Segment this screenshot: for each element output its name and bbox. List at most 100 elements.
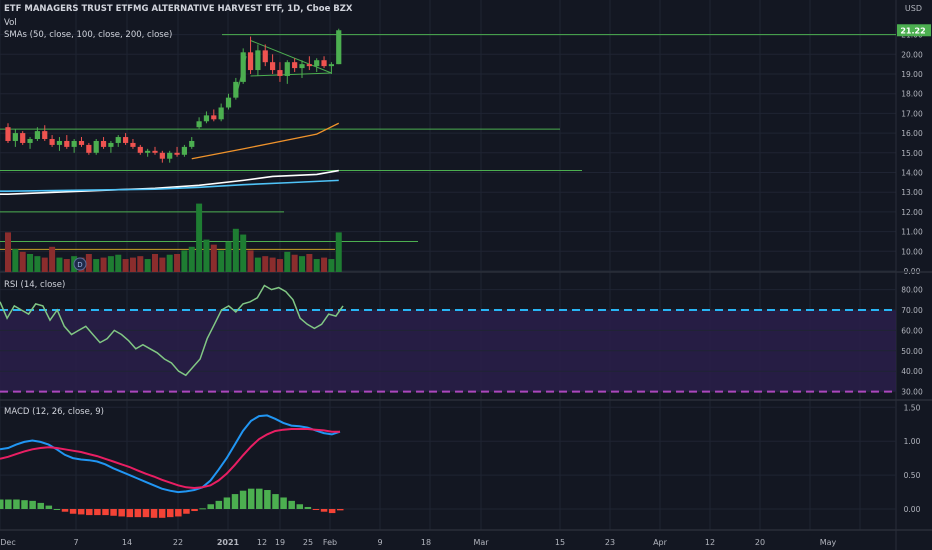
time-tick-label: 25: [303, 538, 313, 547]
volume-bar: [100, 257, 107, 272]
volume-bar: [276, 259, 283, 272]
time-tick-label: 14: [122, 538, 132, 547]
volume-bar: [34, 256, 41, 272]
candle-body: [78, 140, 85, 145]
macd-histogram-bar: [183, 509, 190, 514]
candle-body: [42, 131, 48, 140]
volume-bar: [284, 251, 291, 272]
volume-bar: [254, 257, 261, 272]
last-price-label: 21.22: [900, 26, 925, 35]
volume-legend: Vol: [4, 18, 17, 28]
candle-body: [34, 131, 40, 140]
price-tick-label: 16.00: [901, 129, 923, 138]
candle-body: [71, 140, 77, 147]
symbol-title: ETF MANAGERS TRUST ETFMG ALTERNATIVE HAR…: [4, 4, 353, 14]
candle-body: [292, 62, 298, 69]
price-tick-label: 18.00: [901, 90, 923, 99]
candle-body: [174, 152, 180, 155]
candle-body: [56, 140, 63, 145]
price-tick-label: 13.00: [901, 188, 923, 197]
candle-body: [100, 140, 107, 147]
macd-tick-label: 0.00: [904, 505, 921, 514]
volume-bar: [122, 259, 129, 272]
volume-bar: [291, 254, 298, 272]
macd-histogram-bar: [13, 499, 20, 509]
price-tick-label: 12.00: [901, 208, 923, 217]
macd-tick-label: 0.50: [904, 471, 921, 480]
macd-tick-label: 1.00: [904, 437, 921, 446]
macd-histogram-bar: [288, 500, 295, 509]
macd-line: [0, 414, 341, 494]
candle-body: [240, 52, 246, 82]
volume-bar: [328, 259, 335, 272]
volume-bar: [49, 246, 56, 272]
candle-body: [5, 127, 11, 141]
time-tick-label: 7: [73, 538, 78, 547]
volume-bar: [93, 259, 100, 272]
volume-bar: [85, 254, 92, 272]
macd-histogram-bar: [53, 509, 61, 510]
macd-histogram-bar: [158, 509, 166, 518]
price-tick-label: 10.00: [901, 247, 923, 256]
candle-body: [328, 64, 334, 67]
volume-bar: [144, 259, 151, 272]
volume-bar: [299, 256, 305, 272]
macd-histogram-bar: [86, 509, 93, 516]
rsi-legend: RSI (14, close): [4, 280, 66, 290]
volume-bar: [313, 259, 320, 272]
volume-bar: [247, 250, 254, 272]
macd-histogram-bar: [0, 499, 4, 509]
candle-body: [225, 97, 232, 108]
rsi-tick-label: 40.00: [901, 367, 923, 376]
candle-body: [152, 150, 158, 153]
candle-body: [203, 115, 210, 122]
macd-histogram-bar: [142, 509, 150, 518]
candle-body: [181, 146, 187, 155]
candle-body: [336, 30, 342, 65]
volume-bar: [240, 234, 247, 272]
volume-bar: [225, 241, 232, 272]
price-tick-label: 14.00: [901, 169, 923, 178]
volume-bar: [63, 259, 70, 272]
candle-body: [277, 70, 283, 76]
candle-body: [218, 107, 224, 120]
volume-bar: [335, 232, 342, 272]
candle-body: [49, 139, 55, 145]
macd-tick-label: 1.50: [904, 403, 921, 412]
macd-histogram-bar: [223, 497, 231, 509]
macd-histogram-bar: [21, 500, 28, 509]
time-tick-label: 22: [173, 538, 183, 547]
macd-histogram-bar: [320, 509, 328, 512]
time-tick-label: May: [820, 538, 837, 547]
time-tick-label: 12: [705, 538, 715, 547]
rsi-line: [0, 284, 344, 377]
volume-bar: [188, 246, 195, 272]
volume-bar: [196, 203, 203, 272]
dividend-marker-icon: [73, 257, 87, 271]
volume-bar: [12, 248, 19, 272]
price-tick-label: 11.00: [901, 228, 923, 237]
candle-body: [299, 64, 305, 69]
candle-body: [137, 146, 143, 153]
macd-histogram-bar: [118, 509, 125, 517]
volume-bar: [262, 256, 269, 272]
macd-histogram-bar: [94, 509, 101, 516]
macd-histogram-bar: [239, 490, 247, 509]
macd-histogram-bar: [29, 500, 36, 509]
rsi-tick-label: 30.00: [901, 388, 923, 397]
candle-body: [189, 140, 195, 147]
volume-bar: [203, 239, 210, 272]
candle-body: [64, 140, 70, 147]
candle-body: [270, 62, 276, 71]
price-tick-label: 20.00: [901, 50, 923, 59]
macd-histogram-bar: [312, 509, 320, 510]
macd-histogram-bar: [126, 509, 134, 518]
macd-histogram-bar: [207, 504, 214, 509]
volume-bar: [321, 257, 328, 272]
macd-histogram-bar: [328, 509, 336, 514]
macd-histogram-bar: [150, 509, 158, 518]
time-tick-label: 20: [755, 538, 765, 547]
time-tick-label: 9: [377, 538, 382, 547]
price-tick-label: 19.00: [901, 70, 923, 79]
macd-signal-line: [0, 428, 340, 490]
